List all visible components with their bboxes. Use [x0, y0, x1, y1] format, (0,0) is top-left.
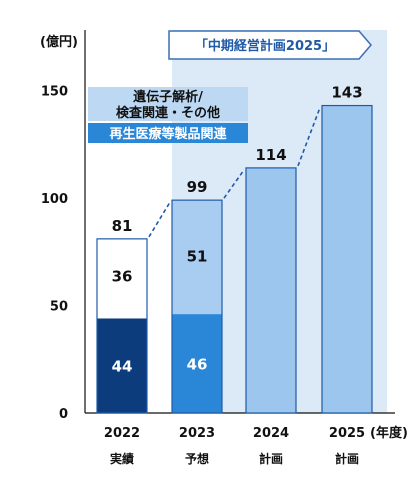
segment-value-label: 44 [112, 358, 133, 376]
total-value-label: 81 [112, 217, 133, 235]
plan-banner-shape [168, 30, 372, 60]
trend-connector-line [297, 107, 321, 167]
total-value-label: 99 [187, 178, 208, 196]
plan-banner-text: 「中期経営計画2025」 [195, 38, 335, 54]
category-sublabel: 計画 [259, 451, 283, 466]
bar-total [245, 167, 297, 414]
legend-lower-text: 再生医療等製品関連 [109, 126, 227, 142]
bar-outline [96, 238, 148, 414]
bar-total [321, 104, 373, 414]
category-label: 2022 [104, 426, 140, 441]
plan-banner: 「中期経営計画2025」 [168, 30, 372, 60]
bars [96, 104, 373, 414]
category-label: 2025 [329, 426, 365, 441]
legend-box-lower [88, 123, 248, 143]
legend-upper-line2: 検査関連・その他 [116, 105, 220, 121]
x-axis-unit-label: (年度) [370, 425, 408, 441]
y-tick-label: 50 [50, 300, 68, 315]
bar-segment-genetic [97, 238, 147, 319]
legend-upper-line1: 遺伝子解析/ [132, 89, 203, 105]
legend: 遺伝子解析/ 検査関連・その他 再生医療等製品関連 [88, 87, 248, 143]
total-value-label: 143 [331, 84, 362, 102]
y-tick-label: 0 [59, 407, 68, 422]
legend-box-upper [88, 87, 248, 121]
bar-segment-regenerative [97, 318, 147, 413]
bar-outline [171, 199, 223, 414]
segment-value-label: 36 [112, 268, 133, 286]
trend-connectors [148, 107, 321, 238]
y-tick-label: 150 [41, 85, 68, 100]
category-label: 2023 [179, 426, 215, 441]
y-axis-unit-label: (億円) [40, 34, 78, 50]
category-sublabel: 計画 [335, 451, 359, 466]
category-sublabel: 実績 [110, 451, 134, 466]
trend-connector-line [223, 169, 245, 199]
segment-value-label: 46 [187, 356, 208, 374]
total-value-label: 114 [255, 146, 286, 164]
trend-connector-line [148, 201, 171, 238]
bar-segment-genetic [172, 200, 222, 315]
segment-value-label: 51 [187, 247, 208, 265]
y-tick-label: 100 [41, 192, 68, 207]
category-labels: 2022 実績 2023 予想 2024 計画 2025 計画 [104, 426, 365, 466]
category-label: 2024 [253, 426, 289, 441]
bar-segment-regenerative [172, 314, 222, 413]
y-axis-ticks: 0 50 100 150 [41, 85, 68, 423]
value-labels: 81 99 114 143 44 36 46 51 [112, 84, 363, 376]
category-sublabel: 予想 [185, 451, 209, 466]
